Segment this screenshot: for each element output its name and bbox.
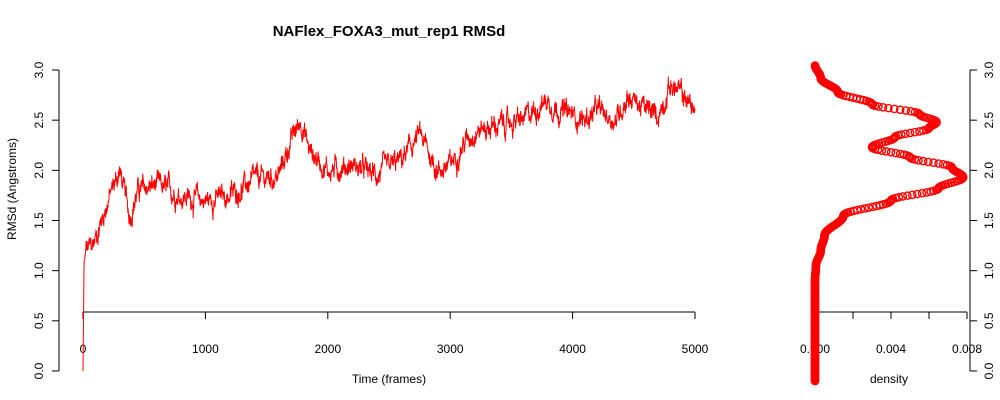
density-point xyxy=(926,187,935,196)
density-point xyxy=(899,150,909,159)
density-point xyxy=(923,157,933,167)
density-point xyxy=(906,107,916,116)
density-y-tick-label: 3.0 xyxy=(982,61,996,78)
density-point xyxy=(889,104,899,114)
density-point xyxy=(810,61,820,70)
y-axis-label: RMSd (Angstroms) xyxy=(5,138,19,240)
y-tick-label: 1.0 xyxy=(32,262,46,279)
density-point xyxy=(929,158,938,168)
rmsd-series-line xyxy=(82,76,696,372)
chart-title: NAFlex_FOXA3_mut_rep1 RMSd xyxy=(273,23,506,40)
density-point xyxy=(856,204,866,214)
density-point xyxy=(895,105,905,115)
density-point xyxy=(881,147,891,156)
density-point xyxy=(905,128,915,138)
density-point xyxy=(907,190,917,200)
density-plot xyxy=(810,61,968,386)
density-point xyxy=(895,149,905,159)
density-y-tick-label: 2.0 xyxy=(982,162,996,179)
density-point xyxy=(864,203,874,212)
timeseries-axes: 0 1000 2000 3000 4000 50000.00.51.01.52.02.53… xyxy=(32,61,709,379)
density-point xyxy=(918,156,928,166)
density-y-tick-label: 1.5 xyxy=(982,212,996,229)
y-tick-label: 2.0 xyxy=(32,162,46,179)
density-y-tick-label: 1.0 xyxy=(982,262,996,279)
density-point xyxy=(910,127,920,137)
density-y-tick-label: 2.5 xyxy=(982,112,996,129)
density-point xyxy=(886,147,896,157)
density-point xyxy=(897,130,906,139)
density-point xyxy=(852,205,862,215)
density-point xyxy=(901,129,910,139)
density-y-tick-label: 0.5 xyxy=(982,312,996,329)
density-point xyxy=(934,159,943,168)
density-point xyxy=(917,188,927,198)
density-point xyxy=(894,192,904,202)
density-point xyxy=(898,192,908,201)
density-point xyxy=(878,103,888,112)
density-point xyxy=(912,189,922,199)
x-tick-label: 4000 xyxy=(559,342,586,356)
density-point xyxy=(845,92,854,102)
y-tick-label: 3.0 xyxy=(32,61,46,78)
y-tick-label: 1.5 xyxy=(32,212,46,229)
y-tick-label: 2.5 xyxy=(32,112,46,129)
x-tick-label: 5000 xyxy=(682,342,709,356)
timeseries-plot xyxy=(82,76,696,372)
density-y-tick-label: 0.0 xyxy=(982,362,996,379)
x-tick-label: 3000 xyxy=(437,342,464,356)
density-point xyxy=(860,204,870,213)
density-point xyxy=(942,160,952,170)
density-axis-label: density xyxy=(870,372,908,386)
density-point xyxy=(884,103,893,113)
density-point xyxy=(910,107,920,117)
density-x-tick-label: 0.004 xyxy=(876,342,906,356)
density-point xyxy=(891,148,901,158)
y-tick-label: 0.0 xyxy=(32,362,46,379)
x-tick-label: 1000 xyxy=(192,342,219,356)
density-point xyxy=(839,210,848,220)
y-tick-label: 0.5 xyxy=(32,312,46,329)
density-point xyxy=(903,191,912,200)
density-point xyxy=(938,160,948,169)
density-point xyxy=(901,106,911,115)
x-axis-label: Time (frames) xyxy=(352,372,426,386)
x-tick-label: 2000 xyxy=(314,342,341,356)
density-x-tick-label: 0.008 xyxy=(952,342,982,356)
